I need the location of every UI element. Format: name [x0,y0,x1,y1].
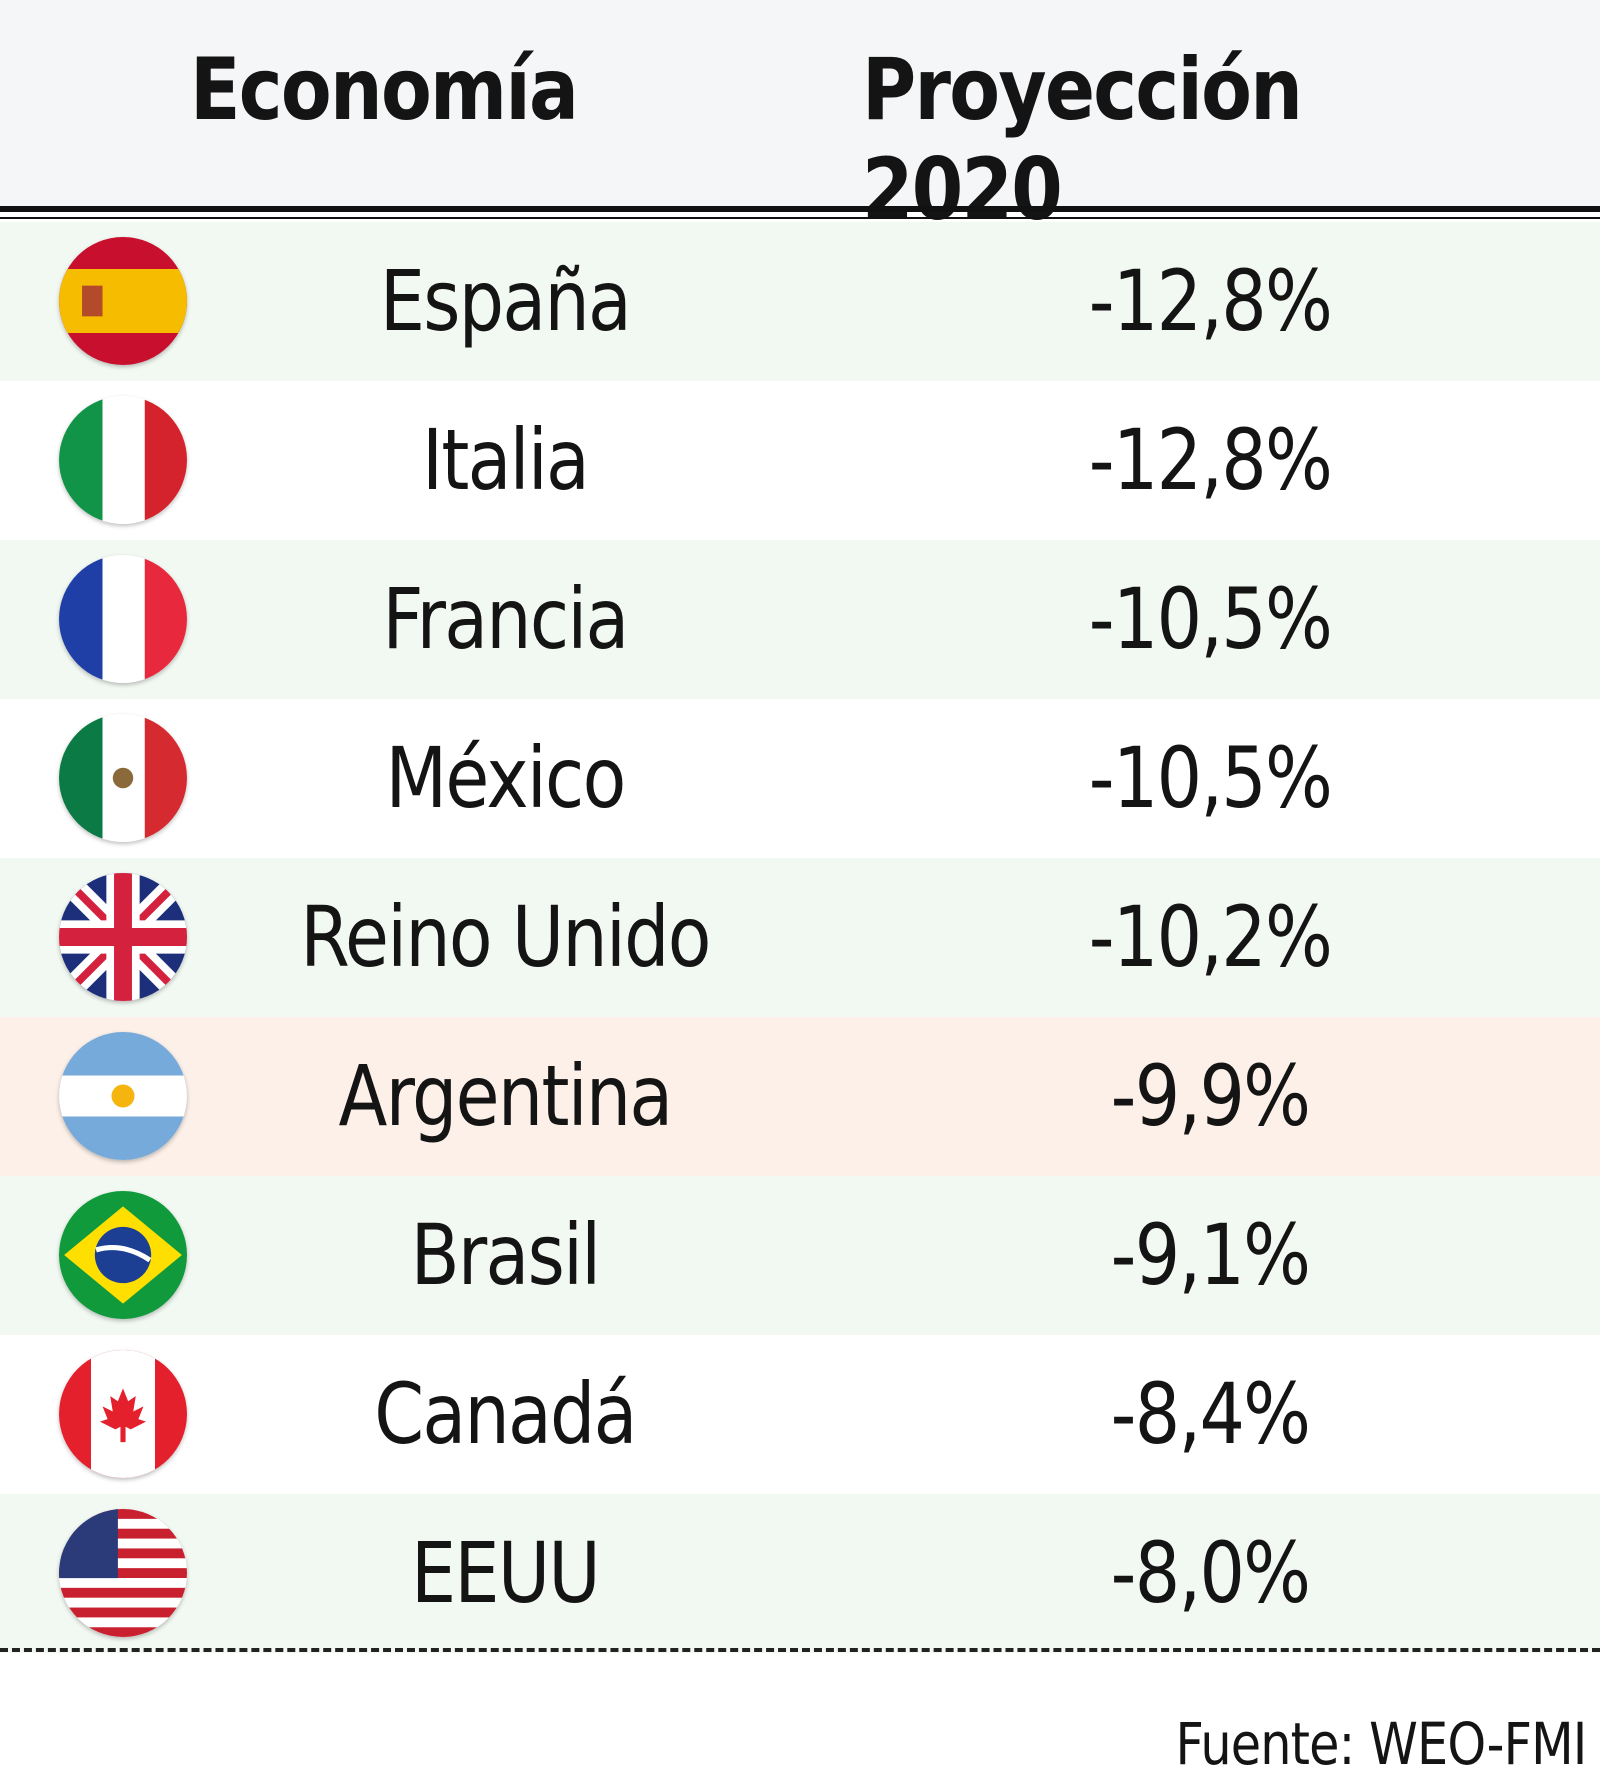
flag-icon [59,873,187,1001]
flag-icon [59,1191,187,1319]
country-name: Canadá [374,1365,637,1463]
country-name: Argentina [338,1047,674,1145]
table-row: Italia -12,8% [0,381,1600,540]
projection-value: -10,5% [1088,570,1333,668]
table-row: México -10,5% [0,699,1600,858]
flag-icon [59,237,187,365]
flag-icon [59,1032,187,1160]
table-row: Reino Unido -10,2% [0,858,1600,1017]
flag-icon [59,396,187,524]
flag-icon [59,714,187,842]
column-header: Economía [190,40,579,140]
source-note: Fuente: WEO-FMI [1175,1710,1587,1778]
flag-icon [59,1509,187,1637]
table-row: EEUU -8,0% [0,1494,1600,1653]
footer-rule [0,1648,1600,1652]
table-row: Francia -10,5% [0,540,1600,699]
table-header: Economía Proyección 2020 [0,0,1600,240]
projection-value: -12,8% [1088,411,1333,509]
flag-icon [59,555,187,683]
header-rule [0,206,1600,212]
country-name: Reino Unido [300,888,711,986]
table-row: Canadá -8,4% [0,1335,1600,1494]
country-name: México [385,729,626,827]
country-name: Italia [421,411,590,509]
flag-icon [59,1350,187,1478]
projection-value: -10,5% [1088,729,1333,827]
projection-value: -8,4% [1110,1365,1311,1463]
table-row: Argentina -9,9% [0,1017,1600,1176]
table-row: Brasil -9,1% [0,1176,1600,1335]
column-header: Proyección 2020 [862,40,1303,240]
country-name: España [379,252,632,350]
table-row: España -12,8% [0,222,1600,381]
country-name: EEUU [411,1524,601,1622]
header-rule [0,217,1600,219]
projection-value: -12,8% [1088,252,1333,350]
projection-value: -8,0% [1110,1524,1311,1622]
country-name: Francia [382,570,629,668]
projection-value: -9,9% [1110,1047,1311,1145]
country-name: Brasil [410,1206,601,1304]
projection-value: -10,2% [1088,888,1333,986]
projection-value: -9,1% [1110,1206,1311,1304]
